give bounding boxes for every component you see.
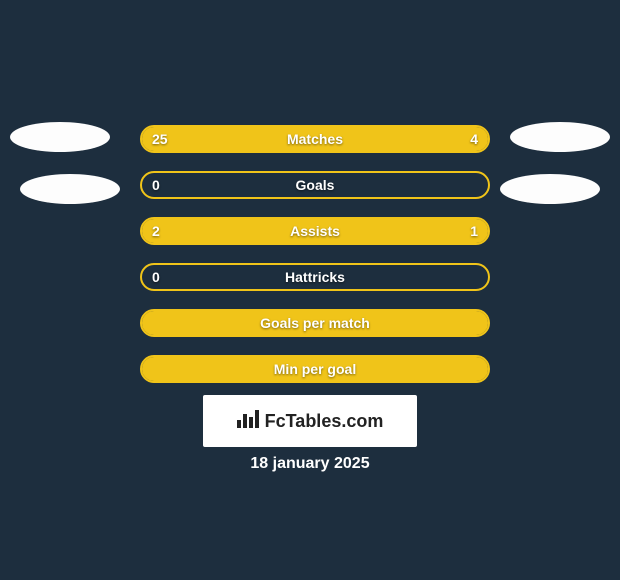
date-label: 18 january 2025 xyxy=(0,455,620,473)
brand-text: FcTables.com xyxy=(265,411,384,432)
stat-label: Min per goal xyxy=(140,355,490,383)
stat-row: Matches25 4 xyxy=(140,125,490,153)
stat-value-left: 0 xyxy=(152,171,160,199)
stat-rows: Matches254Goals0Assists21Hattricks0Goals… xyxy=(140,125,490,401)
stat-label: Hattricks xyxy=(140,263,490,291)
stat-value-left: 2 xyxy=(152,217,160,245)
bars-icon xyxy=(237,410,259,433)
stat-row: Goals per match xyxy=(140,309,490,337)
stat-row: Assists2 1 xyxy=(140,217,490,245)
comparison-infographic: Sobowale vs Tom Nicholls Club competitio… xyxy=(0,0,620,580)
player-right-avatar-2 xyxy=(500,174,600,204)
player-right-avatar-1 xyxy=(510,122,610,152)
stat-label: Goals xyxy=(140,171,490,199)
stat-value-left: 25 xyxy=(152,125,168,153)
stat-row: Hattricks0 xyxy=(140,263,490,291)
stat-label: Assists xyxy=(140,217,490,245)
stat-value-left: 0 xyxy=(152,263,160,291)
stat-value-right: 4 xyxy=(470,125,478,153)
stat-value-right: 1 xyxy=(470,217,478,245)
stat-label: Goals per match xyxy=(140,309,490,337)
stat-row: Min per goal xyxy=(140,355,490,383)
stat-row: Goals0 xyxy=(140,171,490,199)
player-left-avatar-1 xyxy=(10,122,110,152)
stat-label: Matches xyxy=(140,125,490,153)
player-left-avatar-2 xyxy=(20,174,120,204)
brand-box: FcTables.com xyxy=(203,395,417,447)
